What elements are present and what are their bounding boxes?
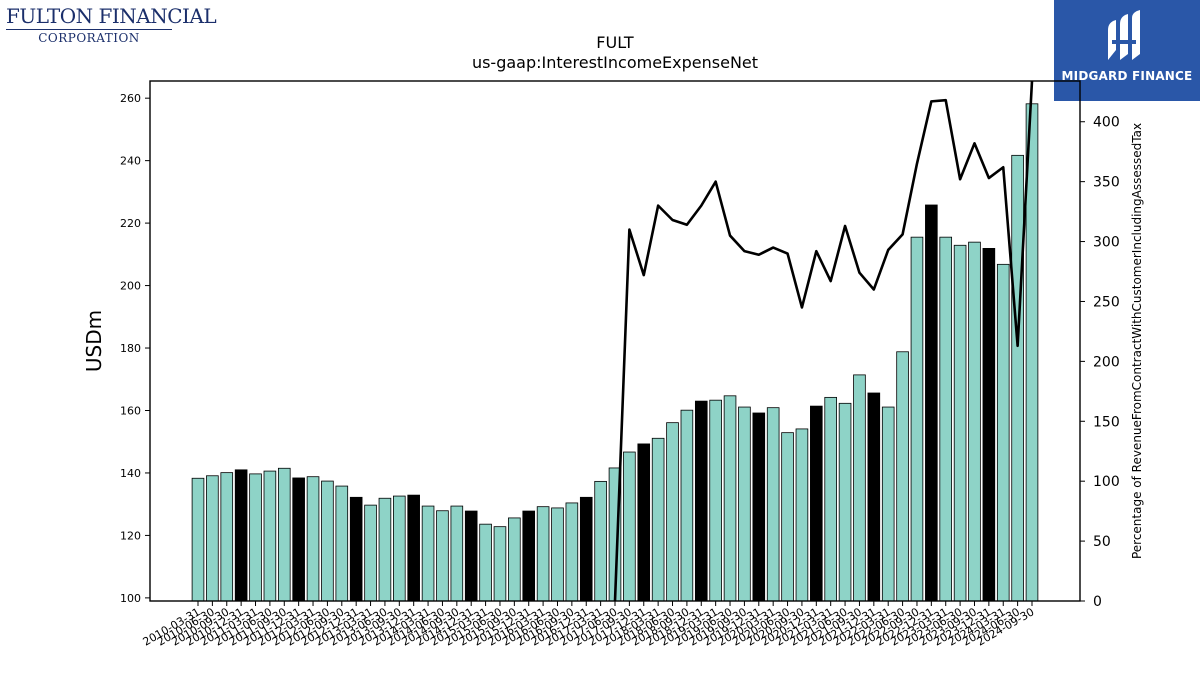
y-tick-label: 180 [120,342,141,355]
bar-2021-12-31 [867,392,881,602]
bar-2013-09-30 [393,495,406,602]
y2-tick-label: 300 [1093,235,1120,251]
bars-layer [191,103,1039,602]
y2-axis-label: Percentage of RevenueFromContractWithCus… [1130,123,1144,559]
y-axis-label: USDm [82,310,106,372]
bar-2023-06-30 [953,244,967,602]
bar-2011-03-31 [249,473,262,602]
bar-2011-12-31 [292,477,305,602]
bar-2020-06-30 [781,432,794,602]
logo-right-wordmark: MIDGARD FINANCE [1061,69,1193,83]
bar-2022-12-31 [925,204,938,602]
bar-2016-06-30 [551,507,564,602]
bar-2016-09-30 [565,502,579,602]
bar-2021-09-30 [853,374,866,602]
bar-2013-12-31 [407,494,420,602]
bar-2012-12-31 [349,496,363,602]
bar-2017-09-30 [623,451,636,602]
bar-2017-12-31 [637,443,651,602]
bar-2012-06-30 [321,480,334,602]
y-tick-label: 160 [120,404,141,417]
bar-2012-03-31 [306,476,320,602]
percentage-line [613,80,1034,602]
bar-2020-12-31 [810,405,823,602]
bar-2023-12-31 [982,247,996,602]
bar-2015-12-31 [522,510,536,602]
y2-tick-label: 100 [1093,474,1120,490]
bar-2022-03-31 [881,406,895,602]
bar-2016-03-31 [536,506,550,602]
logo-left-line2: CORPORATION [38,31,140,45]
bar-2015-09-30 [508,517,521,602]
bar-2014-12-31 [464,510,478,602]
bar-2021-03-31 [824,396,837,602]
bar-2019-09-30 [738,406,751,602]
bar-2023-09-30 [968,241,981,602]
y2-tick-label: 250 [1093,294,1120,310]
bar-2018-12-31 [694,400,708,602]
bar-2018-09-30 [680,409,694,602]
y2-tick-label: 150 [1093,414,1120,430]
chart-subtitle: us-gaap:InterestIncomeExpenseNet [472,53,758,72]
bar-2018-03-31 [651,437,665,602]
bar-2020-09-30 [795,428,809,602]
bar-2022-09-30 [910,236,924,602]
bar-2019-06-30 [723,395,737,602]
bar-2014-03-31 [421,505,435,602]
y-axis: 100 120 140 160 180 200 220 240 260 [120,92,150,605]
bar-2010-06-30 [206,475,219,602]
midgard-finance-logo: MIDGARD FINANCE [1054,0,1200,101]
bar-2010-03-31 [191,477,205,602]
bar-2017-03-31 [594,480,607,602]
bar-2024-03-31 [996,263,1010,602]
y-tick-label: 260 [120,92,141,105]
y-tick-label: 220 [120,217,141,230]
bar-2016-12-31 [579,496,593,602]
y2-tick-label: 200 [1093,354,1120,370]
y2-tick-label: 400 [1093,115,1120,131]
bar-2024-06-30 [1011,154,1024,602]
y2-tick-label: 350 [1093,175,1120,191]
midgard-mark-icon [1108,10,1140,60]
y-tick-label: 100 [120,592,141,605]
y2-axis: 0 50 100 150 200 250 300 350 400 [1080,115,1120,610]
bar-2011-09-30 [277,467,291,602]
line-layer [613,80,1034,602]
bar-2010-09-30 [220,472,234,602]
y-tick-label: 140 [120,467,141,480]
logo-left-rule [6,29,172,30]
y-tick-label: 240 [120,155,141,168]
bar-2014-09-30 [450,505,464,602]
y-tick-label: 120 [120,529,141,542]
bar-2019-03-31 [709,399,722,602]
bar-2023-03-31 [939,236,953,602]
bar-2014-06-30 [436,510,449,602]
bar-2021-06-30 [838,402,852,602]
chart-title: FULT [596,33,634,52]
bar-2015-06-30 [493,526,507,602]
bar-2013-06-30 [378,497,392,602]
bar-2012-09-30 [335,485,349,602]
y2-tick-label: 0 [1093,594,1102,610]
x-axis: 2010-03-312010-06-302010-09-302010-12-31… [141,601,1037,649]
bar-2015-03-31 [479,523,492,602]
bar-2020-03-31 [766,407,780,602]
y2-tick-label: 50 [1093,534,1111,550]
bar-2019-12-31 [752,412,766,602]
bar-2018-06-30 [666,422,679,602]
bar-2010-12-31 [234,469,248,602]
bar-2022-06-30 [896,351,909,602]
bar-2011-06-30 [263,470,277,602]
bar-2013-03-31 [364,504,377,602]
y-tick-label: 200 [120,280,141,293]
